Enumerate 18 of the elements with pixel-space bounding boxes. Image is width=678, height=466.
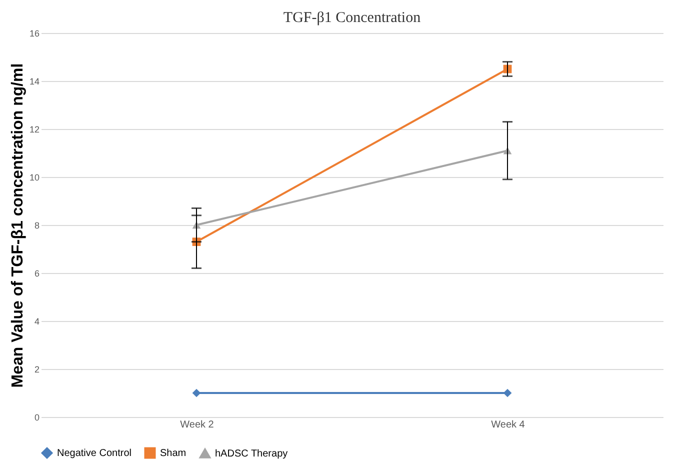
legend-label: hADSC Therapy <box>215 448 288 460</box>
y-tick-label: 6 <box>34 268 40 278</box>
y-tick-label: 0 <box>34 412 40 422</box>
chart-title: TGF-β1 Concentration <box>283 10 422 26</box>
y-tick-label: 8 <box>34 220 40 230</box>
y-tick-label: 4 <box>34 316 40 326</box>
legend-label: Sham <box>160 448 186 459</box>
y-tick-label: 14 <box>29 76 40 86</box>
y-axis-title: Mean Value of TGF-β1 concentration ng/ml <box>9 63 26 388</box>
legend-label: Negative Control <box>57 448 132 459</box>
y-tick-label: 16 <box>29 28 40 38</box>
x-tick-label: Week 4 <box>491 420 526 430</box>
x-tick-label: Week 2 <box>180 420 214 430</box>
y-tick-label: 10 <box>29 172 40 182</box>
y-tick-label: 12 <box>29 124 40 134</box>
point <box>503 388 512 398</box>
y-tick-label: 2 <box>34 364 40 374</box>
point <box>192 388 201 398</box>
